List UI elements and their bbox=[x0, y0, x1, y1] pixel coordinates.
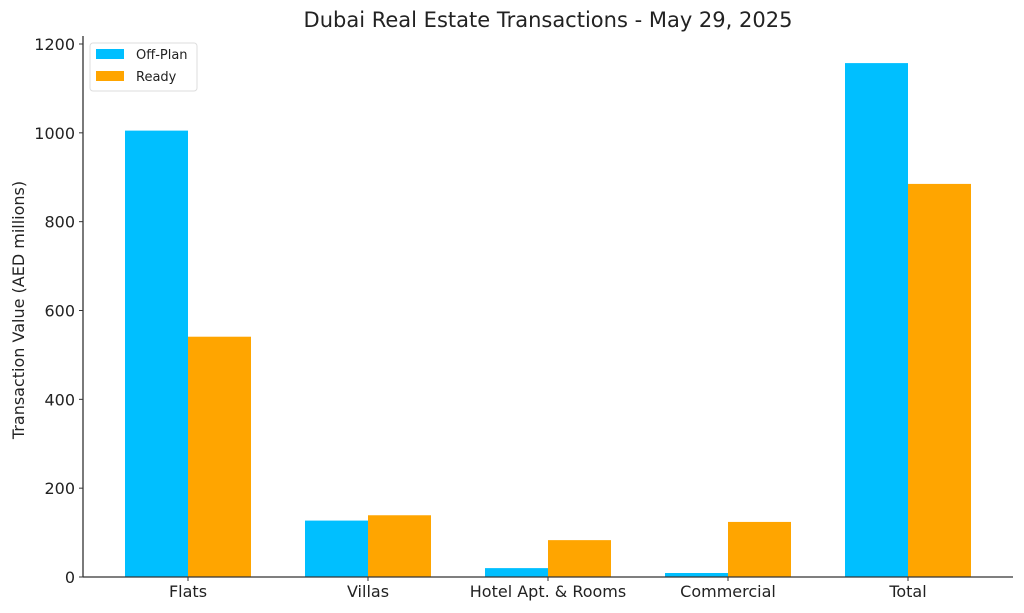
y-tick-label: 800 bbox=[44, 213, 75, 232]
legend-swatch bbox=[96, 49, 124, 59]
legend-swatch bbox=[96, 71, 124, 81]
y-tick-label: 0 bbox=[65, 568, 75, 587]
legend: Off-Plan Ready bbox=[89, 42, 198, 92]
bar-ready-3 bbox=[728, 521, 791, 577]
y-tick-label: 400 bbox=[44, 390, 75, 409]
x-tick-label: Total bbox=[888, 582, 926, 601]
legend-label: Ready bbox=[136, 70, 177, 85]
y-tick-label: 200 bbox=[44, 479, 75, 498]
legend-label: Off-Plan bbox=[136, 48, 188, 63]
bar-ready-1 bbox=[368, 515, 431, 577]
bar-off-plan-4 bbox=[845, 63, 908, 577]
y-axis-label: Transaction Value (AED millions) bbox=[9, 181, 28, 440]
x-tick-label: Flats bbox=[169, 582, 207, 601]
chart-title: Dubai Real Estate Transactions - May 29,… bbox=[304, 8, 793, 32]
bar-off-plan-1 bbox=[305, 520, 368, 577]
x-tick-label: Hotel Apt. & Rooms bbox=[470, 582, 626, 601]
bar-ready-0 bbox=[188, 336, 251, 577]
y-tick-label: 600 bbox=[44, 302, 75, 321]
bar-ready-4 bbox=[908, 183, 971, 577]
bar-ready-2 bbox=[548, 540, 611, 577]
bar-off-plan-0 bbox=[125, 130, 188, 578]
y-tick-label: 1200 bbox=[34, 35, 75, 54]
x-tick-label: Villas bbox=[347, 582, 389, 601]
bar-off-plan-3 bbox=[665, 573, 728, 577]
y-tick-label: 1000 bbox=[34, 124, 75, 143]
x-tick-label: Commercial bbox=[680, 582, 776, 601]
bar-off-plan-2 bbox=[485, 568, 548, 577]
